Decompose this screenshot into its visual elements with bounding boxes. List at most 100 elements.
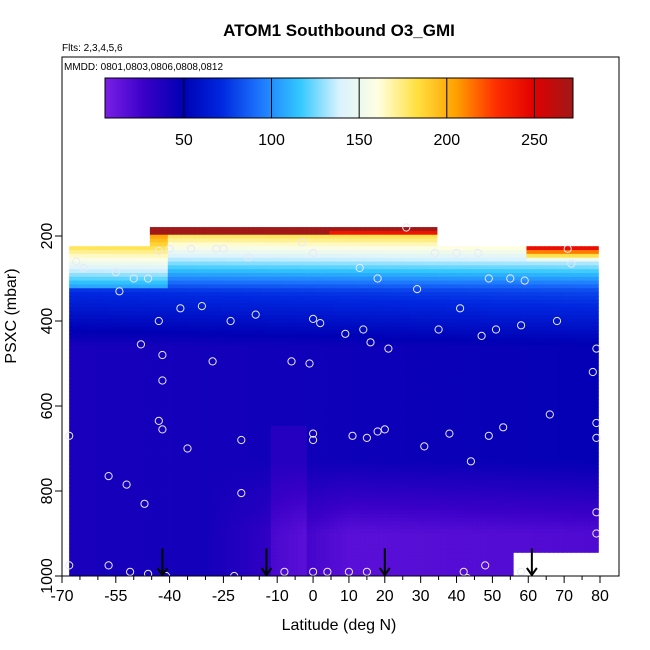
heatmap-cell (87, 498, 93, 504)
heatmap-cell (261, 338, 268, 343)
heatmap-cell (208, 540, 214, 546)
heatmap-cell (100, 299, 106, 305)
heatmap-cell (257, 387, 263, 393)
heatmap-cell (293, 552, 299, 557)
heatmap-cell (311, 272, 317, 278)
heatmap-cell (199, 536, 205, 542)
heatmap-cell (199, 364, 205, 370)
heatmap-cell (221, 311, 227, 316)
heatmap-cell (302, 380, 308, 385)
heatmap-cell (82, 460, 88, 465)
heatmap-cell (302, 322, 308, 328)
heatmap-cell (167, 403, 173, 408)
heatmap-cell (96, 334, 102, 339)
heatmap-cell (105, 380, 111, 385)
heatmap-cell (114, 307, 120, 312)
heatmap-cell (199, 556, 205, 561)
heatmap-cell (154, 353, 160, 358)
heatmap-cell (302, 475, 308, 481)
heatmap-cell (91, 506, 97, 511)
heatmap-cell (311, 471, 317, 477)
heatmap-cell (131, 276, 138, 282)
heatmap-cell (288, 234, 294, 240)
heatmap-cell (248, 276, 254, 282)
heatmap-cell (226, 491, 232, 496)
heatmap-cell (91, 414, 97, 419)
heatmap-cell (118, 414, 124, 419)
heatmap-cell (239, 479, 245, 484)
heatmap-cell (140, 318, 146, 324)
heatmap-cell (91, 387, 97, 393)
heatmap-cell (127, 429, 133, 435)
heatmap-cell (181, 525, 187, 530)
heatmap-cell (230, 410, 236, 416)
heatmap-cell (167, 242, 173, 247)
heatmap-cell (297, 280, 303, 286)
heatmap-cell (190, 318, 196, 324)
heatmap-cell (96, 295, 102, 301)
heatmap-cell (306, 376, 312, 381)
heatmap-cell (140, 533, 146, 538)
heatmap-cell (252, 349, 259, 354)
heatmap-cell (226, 307, 232, 312)
heatmap-cell (158, 506, 164, 511)
heatmap-cell (248, 456, 254, 461)
heatmap-cell (69, 437, 75, 442)
heatmap-cell (226, 230, 232, 236)
heatmap-cell (145, 364, 151, 370)
heatmap-cell (275, 513, 281, 519)
heatmap-cell (78, 299, 84, 305)
heatmap-cell (257, 448, 263, 454)
heatmap-cell (266, 468, 272, 473)
heatmap-cell (279, 311, 285, 316)
heatmap-cell (140, 292, 146, 297)
heatmap-cell (100, 483, 106, 488)
heatmap-cell (149, 341, 155, 347)
heatmap-cell (176, 276, 182, 282)
heatmap-cell (221, 567, 227, 572)
heatmap-cell (109, 445, 115, 450)
heatmap-cell (82, 364, 88, 370)
heatmap-cell (118, 380, 124, 385)
heatmap-cell (235, 425, 241, 431)
heatmap-cell (293, 299, 299, 305)
heatmap-cell (284, 276, 290, 282)
heatmap-cell (122, 360, 129, 366)
heatmap-cell (261, 288, 268, 293)
heatmap-cell (96, 311, 102, 316)
heatmap-cell (154, 410, 160, 416)
heatmap-cell (91, 533, 97, 538)
heatmap-cell (221, 322, 227, 328)
heatmap-cell (217, 322, 223, 328)
heatmap-cell (185, 395, 191, 400)
heatmap-cell (96, 269, 102, 274)
heatmap-cell (181, 506, 187, 511)
heatmap-cell (185, 284, 191, 289)
heatmap-cell (158, 230, 164, 236)
heatmap-cell (167, 559, 173, 565)
heatmap-cell (257, 383, 263, 389)
heatmap-cell (127, 353, 133, 358)
heatmap-cell (96, 418, 102, 423)
heatmap-cell (266, 345, 272, 351)
heatmap-cell (293, 445, 299, 450)
heatmap-cell (127, 517, 133, 523)
heatmap-cell (315, 338, 321, 343)
heatmap-cell (87, 475, 93, 481)
heatmap-cell (212, 372, 218, 377)
heatmap-cell (78, 376, 84, 381)
heatmap-cell (288, 410, 294, 416)
heatmap-cell (239, 387, 245, 393)
heatmap-cell (311, 280, 317, 286)
heatmap-cell (158, 387, 164, 393)
heatmap-cell (78, 483, 84, 488)
heatmap-cell (149, 556, 155, 561)
heatmap-cell (118, 544, 124, 549)
heatmap-cell (270, 483, 276, 488)
heatmap-cell (136, 272, 142, 278)
heatmap-cell (122, 464, 129, 469)
heatmap-cell (217, 445, 223, 450)
heatmap-cell (149, 230, 155, 236)
heatmap-cell (140, 422, 146, 427)
heatmap-cell (221, 513, 227, 519)
